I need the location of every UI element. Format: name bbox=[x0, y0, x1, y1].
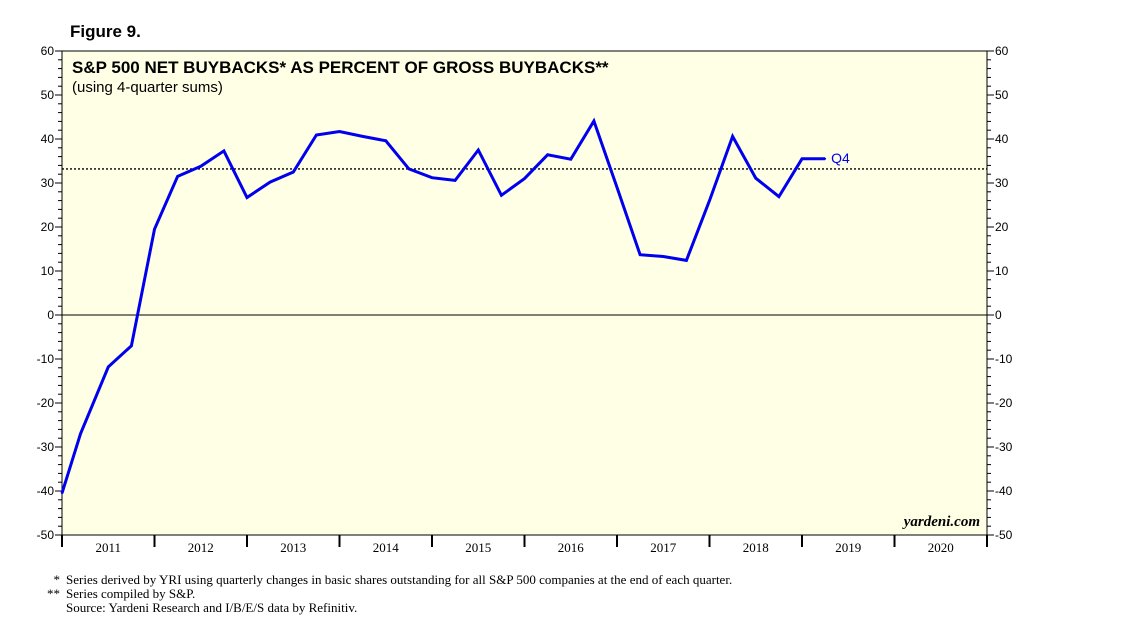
y-tick-label: -20 bbox=[995, 396, 1013, 410]
y-tick-label: -10 bbox=[37, 352, 55, 366]
chart-title: S&P 500 NET BUYBACKS* AS PERCENT OF GROS… bbox=[72, 58, 609, 77]
data-point bbox=[246, 196, 248, 199]
data-point bbox=[777, 195, 780, 198]
y-tick-label: 50 bbox=[41, 88, 55, 102]
data-point bbox=[292, 171, 295, 173]
data-point bbox=[79, 432, 82, 435]
footnote: * Series derived by YRI using quarterly c… bbox=[53, 572, 733, 587]
x-tick-label: 2013 bbox=[280, 540, 306, 555]
y-tick-label: 10 bbox=[41, 264, 55, 278]
x-tick-label: 2017 bbox=[650, 540, 677, 555]
x-tick-label: 2011 bbox=[95, 540, 121, 555]
y-tick-label: 0 bbox=[995, 308, 1002, 322]
data-point bbox=[523, 177, 526, 180]
y-tick-label: 30 bbox=[41, 176, 55, 190]
data-point bbox=[592, 119, 595, 122]
footnote: Source: Yardeni Research and I/B/E/S dat… bbox=[66, 600, 358, 615]
data-point bbox=[107, 365, 110, 368]
y-tick-label: -40 bbox=[995, 484, 1013, 498]
x-tick-label: 2019 bbox=[835, 540, 861, 555]
y-tick-label: 0 bbox=[47, 308, 54, 322]
x-tick-label: 2015 bbox=[465, 540, 491, 555]
data-point bbox=[662, 255, 665, 258]
y-tick-label: -30 bbox=[995, 440, 1013, 454]
data-point bbox=[754, 177, 757, 180]
watermark: yardeni.com bbox=[902, 514, 980, 530]
data-point bbox=[153, 228, 156, 231]
x-tick-label: 2016 bbox=[558, 540, 585, 555]
y-tick-label: 20 bbox=[41, 220, 55, 234]
data-point bbox=[454, 179, 457, 182]
data-point bbox=[130, 344, 133, 347]
x-tick-label: 2012 bbox=[188, 540, 214, 555]
data-point bbox=[384, 139, 387, 142]
x-tick-label: 2014 bbox=[373, 540, 400, 555]
data-point bbox=[431, 176, 433, 179]
y-tick-label: 50 bbox=[995, 88, 1009, 102]
data-point bbox=[199, 165, 202, 168]
y-tick-label: -20 bbox=[37, 396, 55, 410]
y-tick-label: 40 bbox=[41, 132, 55, 146]
data-point bbox=[361, 135, 364, 138]
x-tick-label: 2018 bbox=[743, 540, 769, 555]
data-point bbox=[222, 149, 225, 152]
data-point bbox=[801, 157, 803, 160]
footnote: ** Series compiled by S&P. bbox=[47, 586, 196, 601]
y-tick-label: -10 bbox=[995, 352, 1013, 366]
data-point bbox=[731, 135, 734, 138]
data-point bbox=[338, 130, 341, 133]
x-tick-label: 2020 bbox=[928, 540, 954, 555]
chart-subtitle: (using 4-quarter sums) bbox=[72, 79, 223, 96]
data-point bbox=[315, 134, 318, 137]
y-tick-label: -50 bbox=[37, 528, 55, 542]
y-tick-label: 40 bbox=[995, 132, 1009, 146]
data-point bbox=[61, 492, 63, 495]
last-point-label: Q4 bbox=[831, 150, 850, 166]
data-point bbox=[824, 157, 827, 160]
data-point bbox=[639, 253, 642, 256]
data-point bbox=[616, 186, 618, 189]
footnotes: * Series derived by YRI using quarterly c… bbox=[36, 573, 732, 615]
y-tick-label: 20 bbox=[995, 220, 1009, 234]
plot-area bbox=[61, 50, 988, 536]
data-point bbox=[546, 153, 549, 156]
data-point bbox=[176, 175, 179, 178]
data-point bbox=[269, 181, 272, 184]
y-tick-label: 30 bbox=[995, 176, 1009, 190]
figure-label: Figure 9. bbox=[70, 22, 141, 41]
y-tick-label: 10 bbox=[995, 264, 1009, 278]
y-tick-label: -50 bbox=[995, 528, 1013, 542]
y-tick-label: 60 bbox=[995, 44, 1009, 58]
y-tick-label: 60 bbox=[41, 44, 55, 58]
data-point bbox=[500, 194, 503, 197]
data-point bbox=[685, 259, 688, 262]
y-tick-label: -40 bbox=[37, 484, 55, 498]
data-point bbox=[477, 149, 480, 151]
y-tick-label: -30 bbox=[37, 440, 55, 454]
data-point bbox=[407, 167, 410, 170]
data-point bbox=[708, 199, 711, 202]
data-point bbox=[569, 158, 572, 161]
series-line bbox=[60, 117, 826, 494]
